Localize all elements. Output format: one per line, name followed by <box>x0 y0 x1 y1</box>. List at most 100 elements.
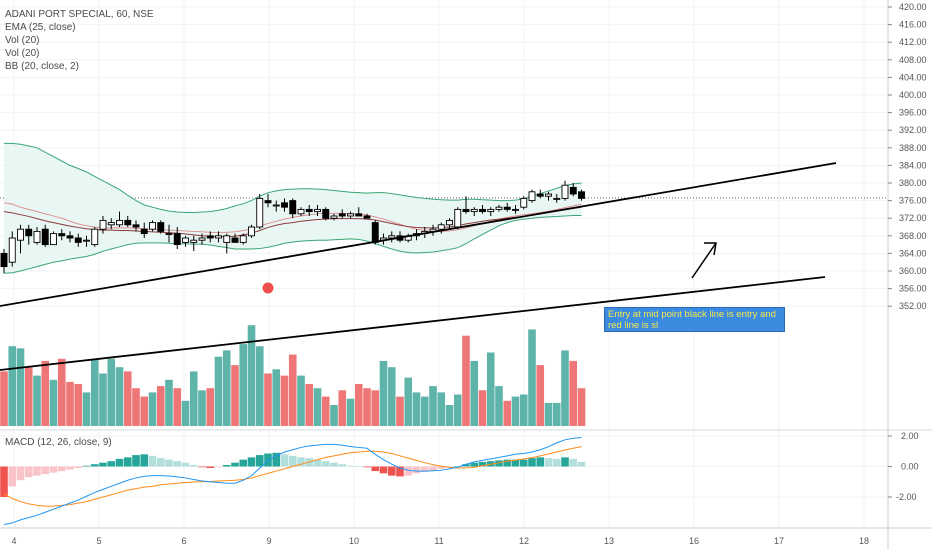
volume-bar <box>404 377 413 426</box>
macd-hist-bar <box>8 466 17 487</box>
price-tick-label: 416.00 <box>899 20 927 30</box>
macd-hist-bar <box>437 466 446 469</box>
time-tick-label: 11 <box>434 536 443 546</box>
macd-tick-label: 0.00 <box>901 462 919 472</box>
macd-hist-bar <box>222 464 231 467</box>
macd-hist-bar <box>561 457 569 467</box>
price-tick-label: 356.00 <box>899 284 927 294</box>
price-tick-label: 364.00 <box>899 248 927 258</box>
volume-bar <box>181 400 190 426</box>
candle-body <box>223 235 231 243</box>
macd-hist-bar <box>519 459 528 467</box>
candle-body <box>503 206 511 210</box>
macd-hist-bar <box>231 462 239 467</box>
macd-hist-bar <box>495 460 503 467</box>
volume-bar <box>74 384 83 426</box>
candle-body <box>91 228 99 246</box>
macd-hist-bar <box>181 462 190 467</box>
volume-bar <box>123 371 132 426</box>
candle-body <box>561 184 569 199</box>
time-tick-label: 9 <box>266 536 271 546</box>
macd-hist-bar <box>156 458 165 467</box>
time-tick-label: 12 <box>519 536 529 546</box>
macd-hist-bar <box>247 457 256 467</box>
volume-bar <box>297 375 305 426</box>
volume-bar <box>338 390 347 426</box>
candle-body <box>190 239 198 243</box>
bb-lower-line <box>3 215 582 274</box>
candle-body <box>165 233 173 236</box>
macd-hist-bar <box>24 466 33 478</box>
macd-hist-bar <box>330 462 338 467</box>
macd-hist-bar <box>123 457 132 467</box>
volume-bar <box>437 392 446 426</box>
volume-bar <box>330 405 338 426</box>
volume-bar <box>528 329 536 426</box>
time-tick-label: 6 <box>181 536 186 546</box>
volume-bar <box>222 350 231 426</box>
legend-ema[interactable]: EMA (25, close) <box>5 22 76 33</box>
legend-vol-1[interactable]: Vol (20) <box>5 35 40 46</box>
price-tick-label: 392.00 <box>899 125 927 135</box>
macd-hist-bar <box>16 466 25 481</box>
volume-bar <box>255 346 264 426</box>
candle-body <box>239 235 247 243</box>
macd-hist-bar <box>379 466 388 474</box>
price-tick-label: 352.00 <box>899 301 927 311</box>
candle-body <box>462 208 470 213</box>
volume-bar <box>305 384 314 426</box>
macd-tick-label: -2.00 <box>896 492 917 502</box>
macd-hist-bar <box>272 452 281 467</box>
volume-bar <box>420 396 429 426</box>
legend-vol-2[interactable]: Vol (20) <box>5 48 40 59</box>
macd-hist-bar <box>577 461 586 467</box>
macd-hist-bar <box>189 464 198 467</box>
volume-bar <box>231 365 239 426</box>
legend-macd[interactable]: MACD (12, 26, close, 9) <box>5 437 112 448</box>
macd-pane <box>0 429 932 525</box>
grid-lines <box>0 0 888 530</box>
volume-bar <box>247 325 256 426</box>
volume-bar <box>561 350 569 426</box>
candle-body <box>470 208 478 213</box>
volume-bar <box>49 379 58 426</box>
candle-body <box>512 208 519 211</box>
volume-bar <box>429 386 437 426</box>
candle-body <box>495 206 503 210</box>
macd-hist-bar <box>528 458 536 467</box>
macd-tick-label: 2.00 <box>901 431 919 441</box>
macd-hist-bar <box>74 466 83 469</box>
volume-bar <box>206 388 215 426</box>
volume-bar <box>503 400 512 426</box>
macd-hist-bar <box>132 455 140 467</box>
annotation-note[interactable]: Entry at mid point black line is entry a… <box>604 307 785 332</box>
candle-body <box>388 235 396 239</box>
candle-body <box>330 215 338 219</box>
candle-body <box>83 239 90 242</box>
trend-lines[interactable] <box>0 162 837 371</box>
volume-bar <box>445 405 454 426</box>
candle-body <box>157 222 165 232</box>
volume-bar <box>264 373 272 426</box>
candle-body <box>140 228 148 235</box>
legend-bb[interactable]: BB (20, close, 2) <box>5 61 79 72</box>
macd-hist-bar <box>354 466 363 467</box>
volume-bar <box>462 335 470 426</box>
macd-hist-bar <box>49 466 58 473</box>
volume-bar <box>519 394 528 426</box>
time-tick-label: 10 <box>349 536 359 546</box>
price-tick-label: 388.00 <box>899 143 927 153</box>
candle-body <box>66 235 74 239</box>
candle-body <box>446 219 453 226</box>
candle-body <box>264 200 272 204</box>
volume-bar <box>82 392 91 426</box>
macd-hist-bar <box>387 466 396 476</box>
legend-symbol[interactable]: ADANI PORT SPECIAL, 60, NSE <box>5 9 154 20</box>
volume-bar <box>412 392 421 426</box>
macd-hist-bar <box>255 455 264 467</box>
candle-body <box>99 219 107 230</box>
macd-hist-bar <box>429 466 437 471</box>
macd-hist-bar <box>280 454 289 467</box>
